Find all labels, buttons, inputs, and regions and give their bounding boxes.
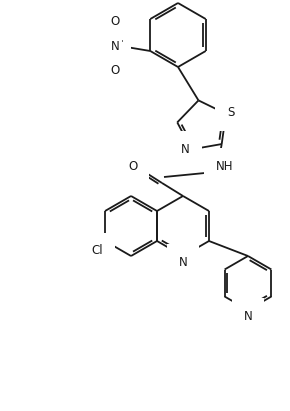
Text: O: O [111, 16, 120, 28]
Text: NH: NH [216, 159, 233, 173]
Text: N: N [111, 39, 120, 53]
Text: N: N [181, 143, 190, 156]
Text: S: S [227, 106, 235, 119]
Text: +: + [118, 35, 125, 44]
Text: O: O [111, 64, 120, 76]
Text: Cl: Cl [91, 245, 103, 258]
Text: O: O [128, 161, 138, 173]
Text: N: N [179, 256, 187, 268]
Text: –: – [104, 19, 109, 29]
Text: N: N [244, 309, 252, 323]
